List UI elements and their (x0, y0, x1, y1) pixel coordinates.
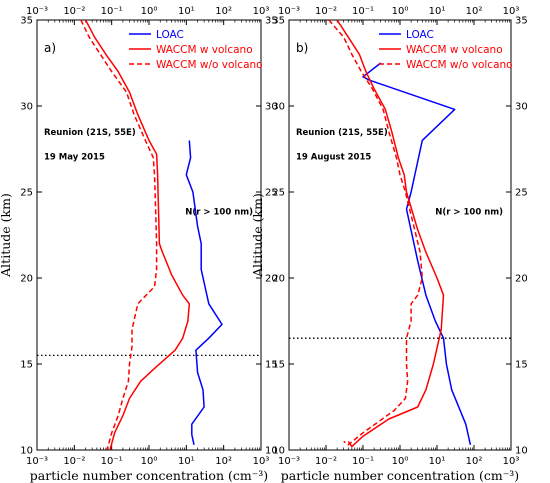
x-tick-label-top: 10⁻³ (26, 6, 48, 17)
x-axis-title: particle number concentration (cm⁻³) (281, 468, 519, 483)
site-annotation: Reunion (21S, 55E) (296, 128, 388, 138)
y-tick-label-right: 10 (515, 446, 528, 457)
x-tick-label: 10⁻³ (26, 456, 48, 467)
date-annotation: 19 August 2015 (296, 152, 371, 162)
x-tick-label-top: 10² (215, 6, 232, 17)
y-tick-label-right: 25 (265, 188, 278, 199)
x-tick-label: 10² (466, 456, 483, 467)
y-tick-label: 30 (20, 102, 33, 113)
x-tick-label-top: 10⁻¹ (352, 6, 374, 17)
y-tick-label: 15 (20, 360, 33, 371)
legend-label: LOAC (156, 29, 184, 41)
x-tick-label-top: 10³ (253, 6, 270, 17)
legend-label: LOAC (406, 29, 434, 41)
panel-a: 10⁻³ 10⁻³ 10⁻² 10⁻² 10⁻¹ 10⁻¹ 10⁰ 10⁰ 10¹ 10¹ 10² 1… (0, 6, 278, 483)
y-tick-label-right: 10 (265, 446, 278, 457)
x-tick-label-top: 10¹ (178, 6, 195, 17)
x-tick-label-top: 10⁻² (315, 6, 337, 17)
date-annotation: 19 May 2015 (44, 152, 105, 162)
x-tick-label-top: 10¹ (429, 6, 446, 17)
y-tick-label: 20 (272, 274, 285, 285)
series-line-loac (185, 140, 223, 445)
x-tick-label-top: 10⁻² (63, 6, 85, 17)
x-tick-label: 10¹ (178, 456, 195, 467)
series-group (328, 20, 472, 448)
y-tick-label: 25 (272, 188, 285, 199)
series-line-waccm-w-o-volcano (328, 20, 424, 446)
legend: LOAC WACCM w volcano WACCM w/o volcano (379, 29, 513, 71)
y-tick-label-right: 30 (265, 102, 278, 113)
y-tick-label-right: 15 (515, 360, 528, 371)
y-tick-label: 35 (20, 16, 33, 27)
x-tick-label-top: 10⁻¹ (101, 6, 123, 17)
y-tick-label: 20 (20, 274, 33, 285)
y-tick-label: 25 (20, 188, 33, 199)
x-tick-label: 10³ (253, 456, 270, 467)
x-tick-label: 10² (215, 456, 232, 467)
series-line-waccm-w-volcano (84, 20, 191, 450)
legend-label: WACCM w/o volcano (156, 59, 263, 71)
y-tick-label: 10 (272, 446, 285, 457)
plot-frame (36, 19, 262, 451)
y-axis-title: Altitude (km) (250, 193, 265, 278)
size-threshold-annotation: N(r > 100 nm) (185, 207, 253, 217)
y-tick-label: 15 (272, 360, 285, 371)
panel-b: 10⁻³ 10⁻³ 10⁻² 10⁻² 10⁻¹ 10⁻¹ 10⁰ 10⁰ 10¹ 10¹ 10² 1… (250, 6, 528, 483)
x-tick-label: 10⁻¹ (101, 456, 123, 467)
x-tick-label-top: 10⁻³ (278, 6, 300, 17)
y-tick-label-right: 15 (265, 360, 278, 371)
size-threshold-annotation: N(r > 100 nm) (435, 207, 503, 217)
x-tick-label: 10⁻² (63, 456, 85, 467)
series-line-loac (362, 62, 472, 445)
x-tick-label: 10⁻¹ (352, 456, 374, 467)
x-tick-label: 10⁰ (141, 456, 158, 467)
y-tick-label: 10 (20, 446, 33, 457)
series-group (80, 20, 223, 450)
legend-label: WACCM w volcano (406, 44, 503, 56)
series-line-waccm-w-volcano (336, 20, 445, 448)
y-axis-title: Altitude (km) (0, 193, 13, 278)
x-tick-label-top: 10⁰ (392, 6, 409, 17)
y-tick-label-right: 25 (515, 188, 528, 199)
y-tick-label: 35 (272, 16, 285, 27)
legend: LOAC WACCM w volcano WACCM w/o volcano (129, 29, 263, 71)
y-tick-label-right: 35 (265, 16, 278, 27)
plot-frame (288, 19, 512, 451)
panel-label: a) (44, 41, 56, 55)
site-annotation: Reunion (21S, 55E) (44, 128, 136, 138)
x-tick-label-top: 10⁰ (141, 6, 158, 17)
y-tick-label-right: 35 (515, 16, 528, 27)
panel-label: b) (296, 41, 308, 55)
y-tick-label-right: 20 (265, 274, 278, 285)
x-tick-label: 10³ (503, 456, 520, 467)
x-tick-label: 10¹ (429, 456, 446, 467)
x-axis-title: particle number concentration (cm⁻³) (30, 468, 268, 483)
x-tick-label-top: 10² (466, 6, 483, 17)
legend-label: WACCM w/o volcano (406, 59, 513, 71)
y-tick-label: 30 (272, 102, 285, 113)
x-tick-label: 10⁻³ (278, 456, 300, 467)
x-tick-label: 10⁰ (392, 456, 409, 467)
y-tick-label-right: 30 (515, 102, 528, 113)
legend-label: WACCM w volcano (156, 44, 253, 56)
y-tick-label-right: 20 (515, 274, 528, 285)
x-tick-label-top: 10³ (503, 6, 520, 17)
series-line-waccm-w-o-volcano (80, 20, 158, 450)
x-tick-label: 10⁻² (315, 456, 337, 467)
